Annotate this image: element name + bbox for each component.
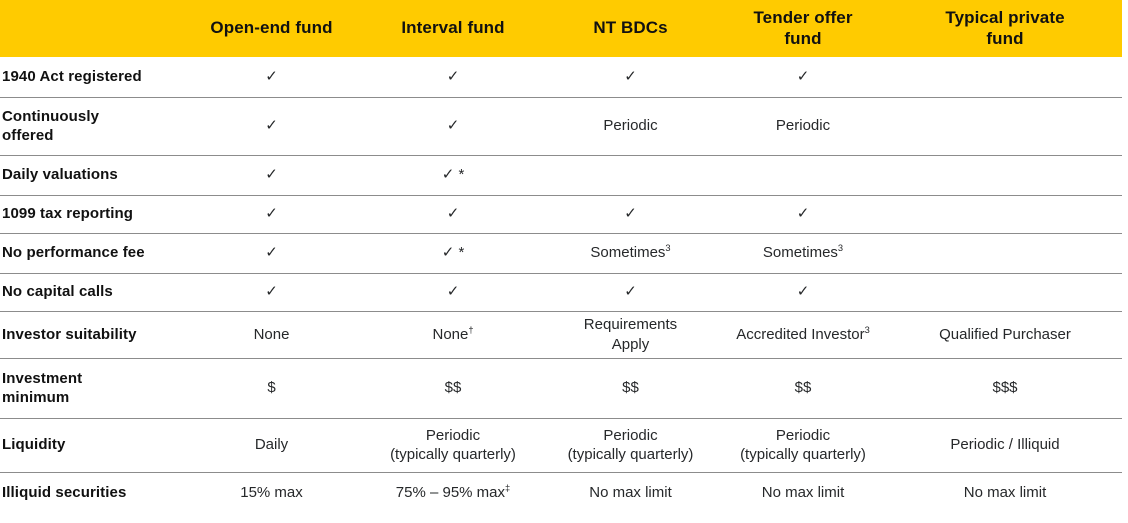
table-cell (888, 195, 1122, 233)
table-cell: Periodic (typically quarterly) (740, 426, 866, 464)
table-cell: No max limit (589, 483, 672, 501)
table-cell: ✓ * (441, 166, 465, 184)
fund-comparison-table: Open-end fund Interval fund NT BDCs Tender … (0, 0, 1122, 512)
table-row: Daily valuations ✓ ✓ * (0, 155, 1122, 195)
table-cell: Requirements Apply (583, 316, 678, 353)
checkmark-cell: ✓ (624, 205, 637, 223)
checkmark-cell: ✓ (446, 205, 460, 223)
checkmark-cell: ✓ (796, 205, 810, 223)
row-label: 1099 tax reporting (2, 205, 134, 223)
table-cell: Periodic / Illiquid (950, 436, 1060, 454)
table-cell: $$$ (992, 379, 1018, 397)
row-label: No capital calls (2, 283, 113, 301)
table-cell: $ (267, 379, 276, 397)
checkmark-cell: ✓ (265, 68, 278, 85)
table-row: Liquidity Daily Periodic (typically quarter… (0, 418, 1122, 472)
table-cell: Qualified Purchaser (939, 325, 1071, 343)
table-cell: Periodic (typically quarterly) (567, 426, 694, 464)
checkmark-cell: ✓ (446, 283, 460, 301)
table-cell: 15% max (240, 483, 303, 501)
table-row: No performance fee ✓ ✓ * Sometimes3 Sometime… (0, 233, 1122, 273)
table-cell (888, 155, 1122, 195)
checkmark-cell: ✓ (624, 283, 637, 301)
row-label: No performance fee (2, 244, 145, 262)
table-header-row: Open-end fund Interval fund NT BDCs Tender … (0, 0, 1122, 57)
table-cell: None (253, 325, 290, 343)
table-cell (888, 273, 1122, 311)
header-row: Open-end fund Interval fund NT BDCs Tender … (0, 0, 1122, 57)
table-cell (543, 155, 718, 195)
table-row: Illiquid securities 15% max 75% – 95% max‡… (0, 472, 1122, 512)
table-cell: $$ (622, 379, 639, 397)
table-cell (888, 97, 1122, 155)
table-cell: No max limit (963, 483, 1047, 501)
row-label: Investor suitability (2, 325, 137, 343)
checkmark-cell: ✓ (446, 117, 460, 135)
column-header: Typical private fund (888, 0, 1122, 57)
checkmark-cell: ✓ (265, 205, 278, 223)
table-cell: None† (432, 324, 474, 343)
checkmark-cell: ✓ (265, 166, 278, 184)
table-row: Investment minimum $ $$ $$ $$ $$$ (0, 358, 1122, 418)
checkmark-cell: ✓ (796, 68, 810, 85)
table-cell (888, 57, 1122, 97)
table-cell: Periodic (603, 117, 658, 135)
table-cell: Periodic (typically quarterly) (390, 426, 516, 464)
column-header: Interval fund (363, 0, 543, 57)
table-cell: Daily (254, 436, 289, 454)
table-cell (888, 233, 1122, 273)
column-header: Tender offer fund (718, 0, 888, 57)
table-cell: 75% – 95% max‡ (395, 482, 511, 501)
checkmark-cell: ✓ (624, 68, 637, 85)
table-cell: Sometimes3 (590, 243, 671, 262)
row-label: 1940 Act registered (2, 68, 142, 85)
table-cell (718, 155, 888, 195)
table-row: No capital calls ✓ ✓ ✓ ✓ (0, 273, 1122, 311)
column-header: NT BDCs (543, 0, 718, 57)
row-label: Continuously offered (2, 107, 100, 145)
table-cell: Accredited Investor3 (736, 324, 870, 343)
column-header: Open-end fund (180, 0, 363, 57)
table-cell: Sometimes3 (762, 243, 844, 262)
checkmark-cell: ✓ (446, 68, 460, 85)
corner-cell (0, 0, 180, 57)
table-cell: ✓ * (441, 244, 465, 262)
table-body: 1940 Act registered ✓ ✓ ✓ ✓ Continuously offer… (0, 57, 1122, 512)
row-label: Daily valuations (2, 166, 118, 184)
table-cell: $$ (444, 379, 462, 397)
checkmark-cell: ✓ (796, 283, 810, 301)
row-label: Investment minimum (2, 369, 83, 407)
table-cell: No max limit (761, 483, 845, 501)
table-cell: Periodic (775, 117, 831, 135)
checkmark-cell: ✓ (265, 283, 278, 301)
table-row: Continuously offered ✓ ✓ Periodic Periodic (0, 97, 1122, 155)
table-row: 1099 tax reporting ✓ ✓ ✓ ✓ (0, 195, 1122, 233)
checkmark-cell: ✓ (265, 117, 278, 135)
table-row: 1940 Act registered ✓ ✓ ✓ ✓ (0, 57, 1122, 97)
row-label: Liquidity (2, 436, 66, 454)
table-cell: $$ (794, 379, 812, 397)
row-label: Illiquid securities (2, 483, 127, 501)
checkmark-cell: ✓ (265, 244, 278, 262)
table-row: Investor suitability None None† Requirement… (0, 311, 1122, 358)
